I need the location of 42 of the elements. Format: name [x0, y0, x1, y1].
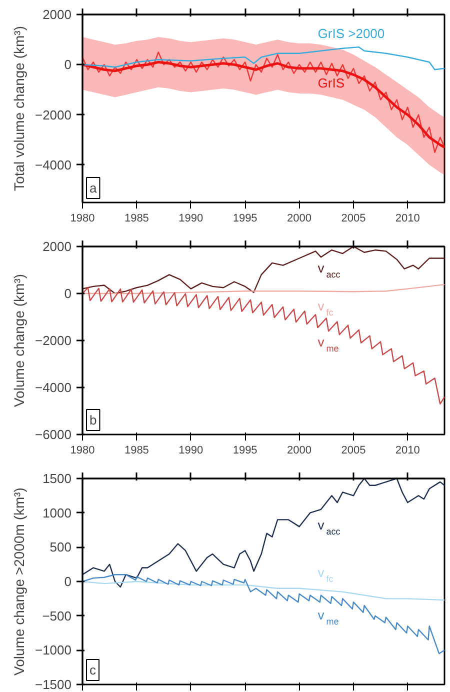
y-tick-label: −4000 — [34, 380, 72, 395]
x-tick-label: 2005 — [341, 212, 366, 224]
x-tick-label: 1990 — [178, 212, 204, 224]
x-tick-label: 1980 — [70, 212, 95, 224]
line-series — [82, 287, 444, 405]
y-tick-label: 0 — [64, 286, 72, 301]
x-tick-label: 2010 — [395, 212, 420, 224]
x-tick-label: 1995 — [232, 212, 258, 224]
y-axis-title: Total volume change (km³) — [10, 26, 27, 191]
x-tick-label: 1985 — [124, 212, 149, 224]
y-tick-label: 2000 — [42, 239, 72, 254]
y-tick-label: 500 — [50, 540, 72, 555]
annotation: b — [90, 412, 97, 428]
x-tick-label: 1990 — [178, 444, 204, 456]
line-series — [82, 580, 444, 601]
x-tick-label: 1985 — [124, 444, 149, 456]
y-tick-label: 1000 — [42, 505, 72, 520]
x-tick-label: 1995 — [232, 444, 258, 456]
y-axis-title: Volume change (km³) — [10, 274, 27, 408]
y-tick-label: 0 — [64, 57, 72, 72]
y-tick-label: 1500 — [42, 471, 72, 486]
y-tick-label: −4000 — [34, 157, 72, 172]
y-tick-label: −2000 — [34, 107, 72, 122]
y-tick-label: 0 — [64, 574, 72, 589]
x-tick-label: 1980 — [70, 444, 95, 456]
y-tick-label: −2000 — [34, 333, 72, 348]
y-tick-label: −1500 — [34, 677, 72, 692]
series-label: GrIS >2000 — [318, 26, 385, 42]
y-tick-label: −1000 — [34, 642, 72, 658]
annotation: a — [90, 180, 98, 196]
y-tick-label: 2000 — [42, 7, 72, 22]
y-axis-title: Volume change >2000m (km³) — [10, 488, 27, 676]
series-label: GrIS — [318, 75, 345, 90]
annotation: c — [90, 662, 96, 678]
x-tick-label: 2000 — [287, 444, 312, 456]
y-tick-label: −500 — [42, 608, 72, 624]
line-series — [82, 46, 444, 70]
line-series — [82, 284, 444, 294]
x-tick-label: 2000 — [287, 212, 312, 224]
y-tick-label: −6000 — [34, 427, 72, 442]
x-tick-label: 2005 — [341, 444, 366, 456]
x-tick-label: 2010 — [395, 444, 420, 456]
